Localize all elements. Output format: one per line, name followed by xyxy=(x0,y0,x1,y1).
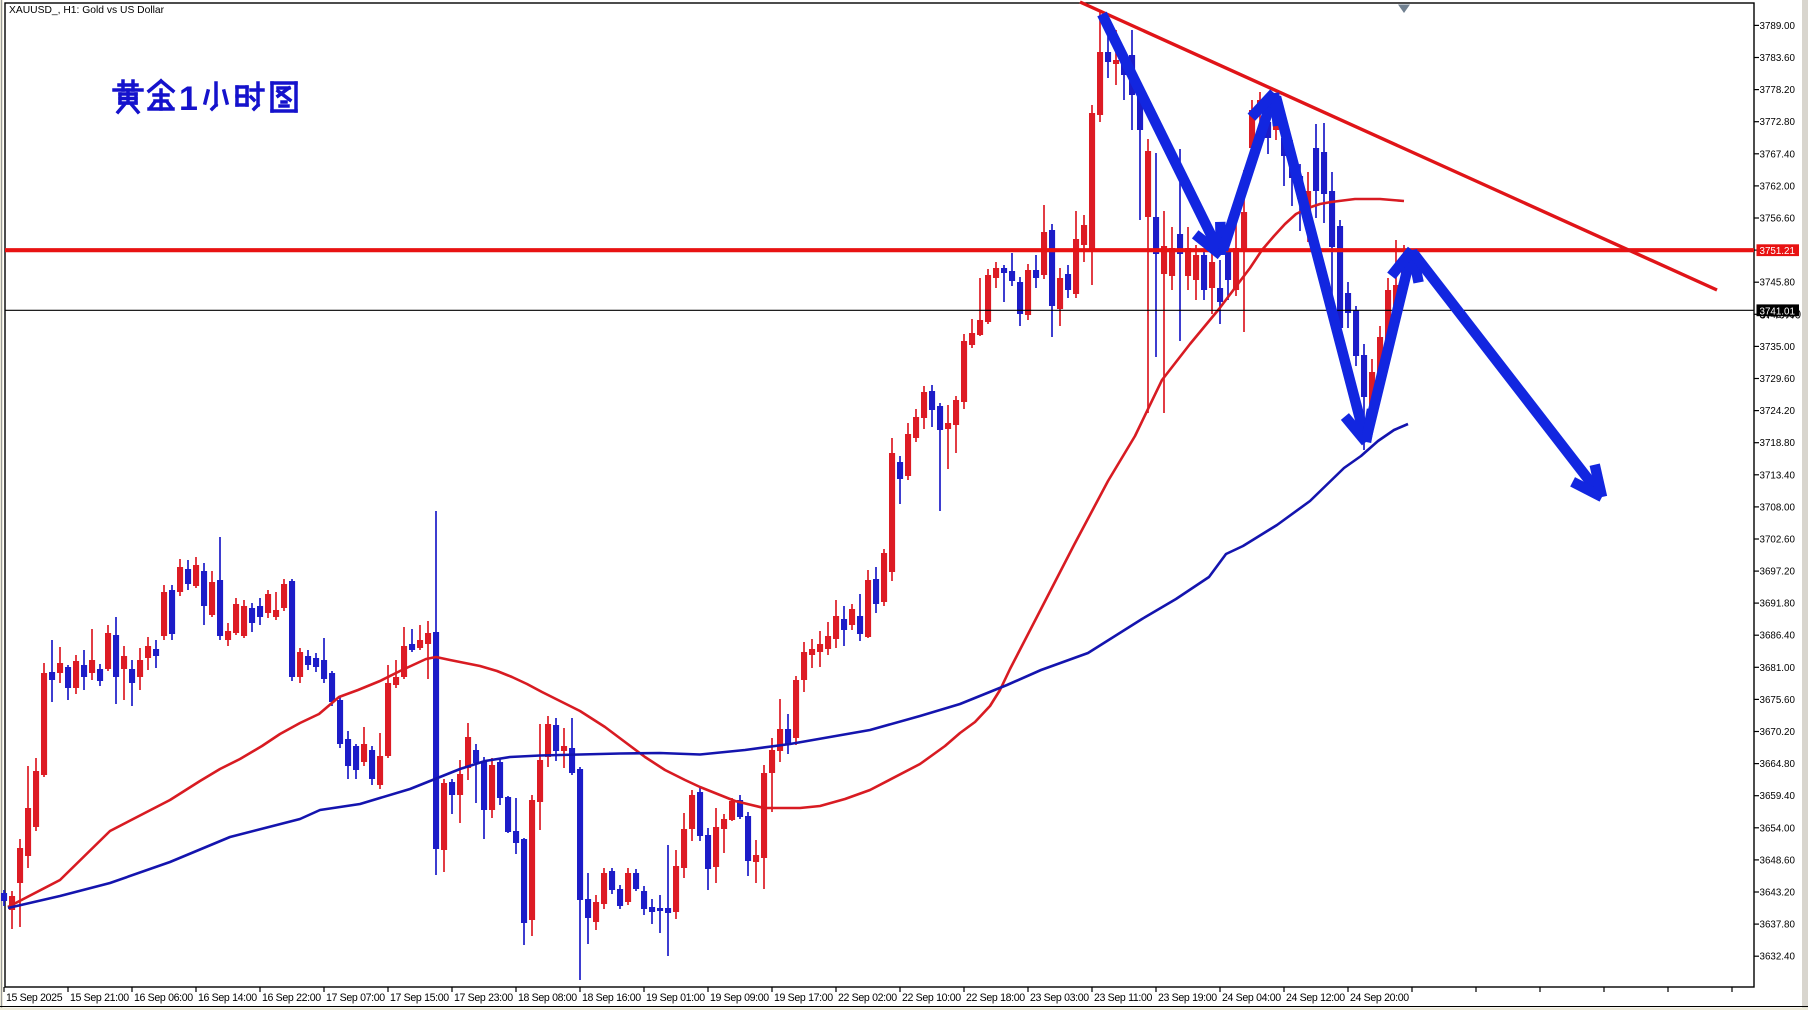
svg-text:3724.20: 3724.20 xyxy=(1760,406,1796,417)
svg-text:3729.60: 3729.60 xyxy=(1760,374,1796,385)
svg-text:3681.00: 3681.00 xyxy=(1760,663,1796,674)
svg-text:24 Sep 04:00: 24 Sep 04:00 xyxy=(1222,992,1281,1004)
svg-text:3778.20: 3778.20 xyxy=(1760,85,1796,96)
svg-text:3762.00: 3762.00 xyxy=(1760,181,1796,192)
svg-text:3772.80: 3772.80 xyxy=(1760,117,1796,128)
svg-text:3659.40: 3659.40 xyxy=(1760,791,1796,802)
svg-text:19 Sep 17:00: 19 Sep 17:00 xyxy=(774,992,833,1004)
svg-text:19 Sep 09:00: 19 Sep 09:00 xyxy=(710,992,769,1004)
svg-text:15 Sep 2025: 15 Sep 2025 xyxy=(6,992,63,1004)
svg-text:22 Sep 18:00: 22 Sep 18:00 xyxy=(966,992,1025,1004)
svg-text:17 Sep 23:00: 17 Sep 23:00 xyxy=(454,992,513,1004)
svg-text:16 Sep 14:00: 16 Sep 14:00 xyxy=(198,992,257,1004)
svg-text:16 Sep 22:00: 16 Sep 22:00 xyxy=(262,992,321,1004)
svg-text:XAUUSD_, H1: Gold vs US Dolla: XAUUSD_, H1: Gold vs US Dollar xyxy=(9,5,165,16)
svg-text:24 Sep 12:00: 24 Sep 12:00 xyxy=(1286,992,1345,1004)
svg-text:3632.40: 3632.40 xyxy=(1760,952,1796,963)
svg-text:23 Sep 11:00: 23 Sep 11:00 xyxy=(1094,992,1153,1004)
svg-text:16 Sep 06:00: 16 Sep 06:00 xyxy=(134,992,193,1004)
svg-text:3745.80: 3745.80 xyxy=(1760,278,1796,289)
svg-text:17 Sep 15:00: 17 Sep 15:00 xyxy=(390,992,449,1004)
svg-text:17 Sep 07:00: 17 Sep 07:00 xyxy=(326,992,385,1004)
svg-text:3643.20: 3643.20 xyxy=(1760,888,1796,899)
svg-text:3735.00: 3735.00 xyxy=(1760,342,1796,353)
svg-text:19 Sep 01:00: 19 Sep 01:00 xyxy=(646,992,705,1004)
svg-text:3664.80: 3664.80 xyxy=(1760,759,1796,770)
svg-text:3783.60: 3783.60 xyxy=(1760,53,1796,64)
svg-text:3789.00: 3789.00 xyxy=(1760,21,1796,32)
svg-text:3675.60: 3675.60 xyxy=(1760,695,1796,706)
svg-text:3756.60: 3756.60 xyxy=(1760,214,1796,225)
svg-text:3686.40: 3686.40 xyxy=(1760,631,1796,642)
svg-text:3691.80: 3691.80 xyxy=(1760,599,1796,610)
svg-text:22 Sep 10:00: 22 Sep 10:00 xyxy=(902,992,961,1004)
svg-text:18 Sep 08:00: 18 Sep 08:00 xyxy=(518,992,577,1004)
svg-text:3702.60: 3702.60 xyxy=(1760,535,1796,546)
svg-text:3713.40: 3713.40 xyxy=(1760,470,1796,481)
svg-text:3648.60: 3648.60 xyxy=(1760,855,1796,866)
svg-text:18 Sep 16:00: 18 Sep 16:00 xyxy=(582,992,641,1004)
svg-text:3751.21: 3751.21 xyxy=(1760,246,1795,257)
svg-text:3697.20: 3697.20 xyxy=(1760,567,1796,578)
svg-text:3767.40: 3767.40 xyxy=(1760,149,1796,160)
svg-text:22 Sep 02:00: 22 Sep 02:00 xyxy=(838,992,897,1004)
svg-text:23 Sep 19:00: 23 Sep 19:00 xyxy=(1158,992,1217,1004)
svg-text:1: 1 xyxy=(179,80,198,118)
svg-text:3708.00: 3708.00 xyxy=(1760,502,1796,513)
svg-text:3637.80: 3637.80 xyxy=(1760,920,1796,931)
svg-text:3741.01: 3741.01 xyxy=(1760,306,1795,317)
svg-text:24 Sep 20:00: 24 Sep 20:00 xyxy=(1350,992,1409,1004)
svg-text:3718.80: 3718.80 xyxy=(1760,438,1796,449)
svg-text:3670.20: 3670.20 xyxy=(1760,727,1796,738)
svg-text:3654.00: 3654.00 xyxy=(1760,823,1796,834)
svg-text:15 Sep 21:00: 15 Sep 21:00 xyxy=(70,992,129,1004)
svg-text:23 Sep 03:00: 23 Sep 03:00 xyxy=(1030,992,1089,1004)
